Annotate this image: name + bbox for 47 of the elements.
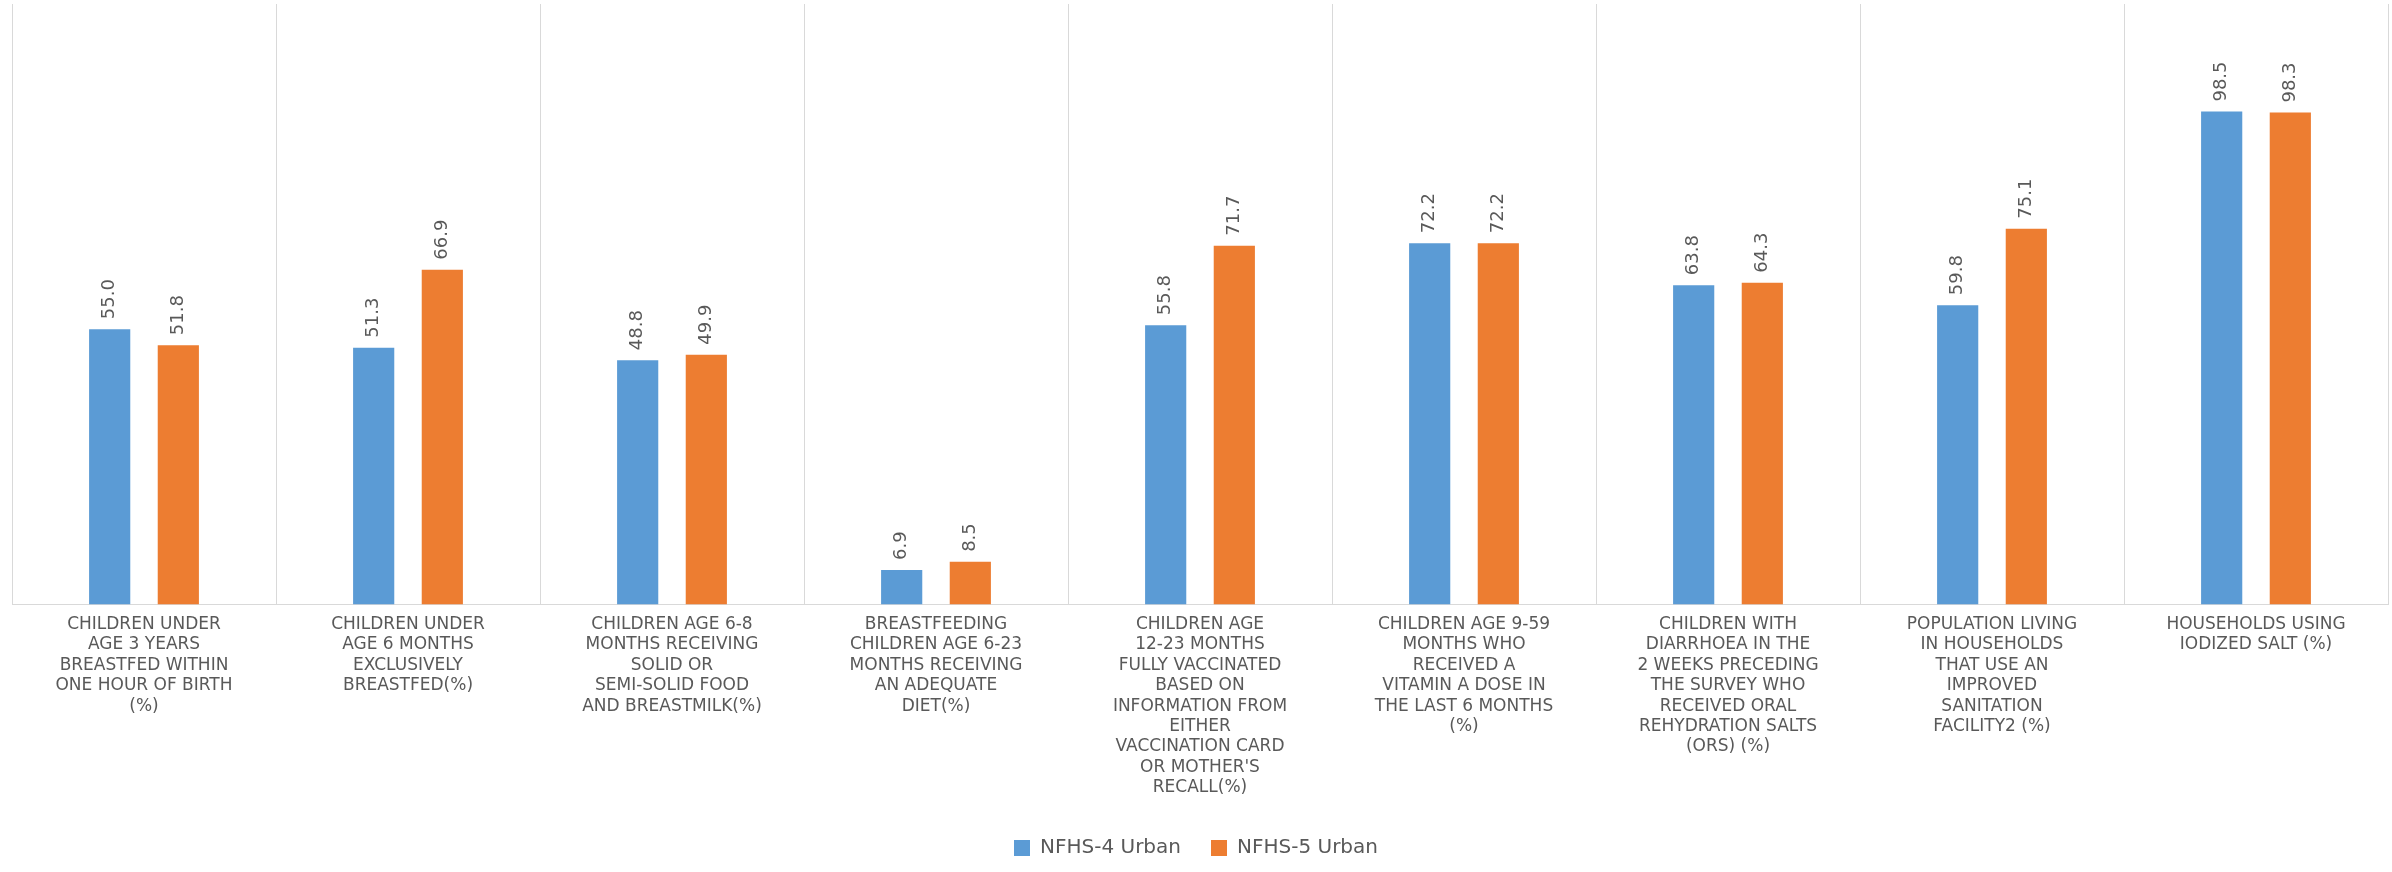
legend-label: NFHS-4 Urban (1040, 834, 1182, 859)
data-label: 71.7 (1221, 195, 1243, 236)
data-label: 75.1 (2013, 178, 2035, 219)
data-label: 64.3 (1749, 232, 1771, 273)
data-label: 55.0 (97, 279, 119, 320)
x-tick-label: POPULATION LIVING IN HOUSEHOLDS THAT USE AN IMPROVED SANITATION FACILITY2 (%) (1906, 613, 2078, 736)
bar (2005, 228, 2047, 605)
bar (1145, 325, 1187, 605)
bar (1213, 245, 1255, 605)
category-label: CHILDREN AGE 12-23 MONTHS FULLY VACCINATED BASED ON INFORMATION FROM EITHER VACCINATION CARD OR MOTHER'S RECALL(%) (1112, 613, 1288, 797)
data-label: 98.3 (2277, 62, 2299, 103)
data-label: 8.5 (957, 523, 979, 552)
bar (1937, 305, 1979, 605)
bar (2201, 111, 2243, 605)
bar (1741, 282, 1783, 605)
x-tick-label: CHILDREN AGE 6-8 MONTHS RECEIVING SOLID OR SEMI-SOLID FOOD AND BREASTMILK(%) (582, 613, 762, 715)
legend-label: NFHS-5 Urban (1237, 834, 1378, 859)
data-label: 72.2 (1417, 193, 1439, 234)
data-label: 6.9 (889, 531, 911, 560)
bar (89, 329, 131, 605)
bar (2269, 112, 2311, 605)
data-label: 63.8 (1681, 235, 1703, 276)
x-tick-label: CHILDREN WITH DIARRHOEA IN THE 2 WEEKS PRECEDING THE SURVEY WHO RECEIVED ORAL REHYDRATION SALTS (ORS) (%) (1637, 613, 1819, 756)
data-label: 59.8 (1945, 255, 1967, 296)
data-label: 66.9 (429, 219, 451, 260)
x-tick-label: CHILDREN UNDER AGE 3 YEARS BREASTFED WITHIN ONE HOUR OF BIRTH (%) (55, 613, 233, 715)
bar (157, 345, 199, 605)
x-tick-label: BREASTFEEDING CHILDREN AGE 6-23 MONTHS RECEIVING AN ADEQUATE DIET(%) (849, 613, 1023, 715)
bar (421, 269, 463, 605)
bar (1409, 243, 1451, 605)
bar (685, 354, 727, 605)
data-label: 98.5 (2209, 61, 2231, 102)
bar (353, 347, 395, 605)
x-tick-label: CHILDREN UNDER AGE 6 MONTHS EXCLUSIVELY BREASTFED(%) (331, 613, 486, 695)
data-label: 51.8 (165, 295, 187, 336)
data-label: 55.8 (1153, 275, 1175, 316)
x-tick-label: CHILDREN AGE 9-59 MONTHS WHO RECEIVED A VITAMIN A DOSE IN THE LAST 6 MONTHS (%) (1373, 613, 1554, 736)
data-label: 51.3 (361, 297, 383, 338)
bar (617, 360, 659, 605)
x-tick-label: HOUSEHOLDS USING IODIZED SALT (%) (2166, 613, 2346, 654)
bar (1477, 243, 1519, 605)
data-label: 49.9 (693, 304, 715, 345)
bar (881, 569, 923, 605)
bar (1673, 285, 1715, 605)
data-label: 48.8 (625, 310, 647, 351)
data-label: 72.2 (1485, 193, 1507, 234)
bar (949, 561, 991, 605)
